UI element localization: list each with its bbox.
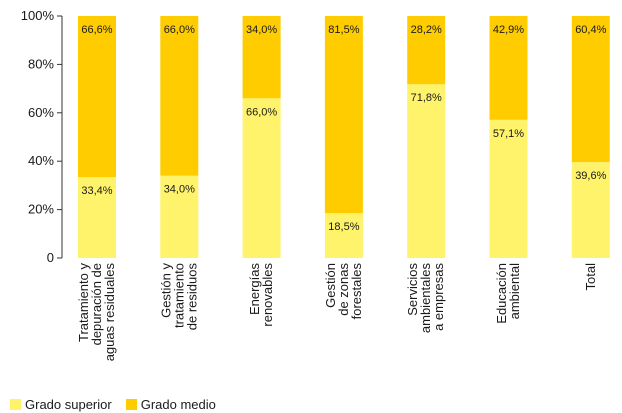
category-label-line: Total bbox=[583, 263, 598, 291]
data-label: 28,2% bbox=[411, 24, 442, 36]
data-label: 60,4% bbox=[575, 24, 606, 36]
legend-swatch-grado-medio bbox=[125, 398, 137, 410]
chart-category-labels: Tratamiento ydepuración deaguas residual… bbox=[76, 263, 598, 362]
category-label-line: de zonas bbox=[336, 263, 351, 316]
y-tick-label: 40% bbox=[28, 153, 54, 168]
y-tick-label: 80% bbox=[28, 56, 54, 71]
legend-label-grado-medio: Grado medio bbox=[140, 396, 216, 412]
category-label: Total bbox=[583, 263, 598, 291]
bar-segment bbox=[407, 84, 446, 258]
data-label: 33,4% bbox=[81, 185, 112, 197]
data-label: 34,0% bbox=[246, 24, 277, 36]
category-label-line: ambientales bbox=[418, 263, 433, 334]
legend: Grado superior Grado medio bbox=[10, 396, 230, 412]
category-label-line: de residuos bbox=[184, 263, 199, 331]
data-label: 57,1% bbox=[493, 128, 524, 140]
data-label: 66,0% bbox=[246, 106, 277, 118]
data-label: 34,0% bbox=[164, 184, 195, 196]
bar-segment bbox=[242, 98, 281, 258]
category-label-line: a empresas bbox=[431, 263, 446, 331]
legend-label-grado-superior: Grado superior bbox=[25, 396, 112, 412]
bar-segment bbox=[324, 16, 363, 214]
category-label-line: tratamiento bbox=[171, 263, 186, 328]
data-label: 81,5% bbox=[328, 24, 359, 36]
chart-axes: 0 20% 40% 60% 80% 100% bbox=[21, 8, 63, 265]
chart-bars bbox=[78, 16, 610, 259]
category-label: Tratamiento ydepuración deaguas residual… bbox=[76, 263, 117, 362]
category-label-line: Educación bbox=[494, 263, 509, 324]
category-label: Gestiónde zonasforestales bbox=[323, 263, 364, 320]
data-label: 42,9% bbox=[493, 24, 524, 36]
chart-data-labels: 33,4% 66,6% 34,0% 66,0% 66,0% 34,0% 18,5% 81,5%… bbox=[81, 24, 606, 233]
category-label-line: Tratamiento y bbox=[76, 263, 91, 342]
category-label-line: ambiental bbox=[507, 263, 522, 319]
category-label-line: aguas residuales bbox=[102, 263, 117, 362]
bar-segment bbox=[324, 213, 363, 258]
bar-segment bbox=[78, 177, 116, 258]
y-tick-label: 100% bbox=[21, 8, 55, 23]
category-label-line: depuración de bbox=[89, 263, 104, 345]
category-label-line: Energías bbox=[247, 263, 262, 316]
bar-segment bbox=[571, 162, 610, 258]
bar-segment bbox=[78, 16, 116, 178]
bar-segment bbox=[160, 16, 199, 176]
bar-segment bbox=[242, 16, 281, 99]
bar-segment bbox=[489, 119, 528, 259]
data-label: 18,5% bbox=[328, 221, 359, 233]
bar-segment bbox=[571, 16, 610, 163]
category-label-line: Servicios bbox=[405, 263, 420, 316]
y-tick-label: 20% bbox=[28, 202, 54, 217]
category-label: Gestión ytratamientode residuos bbox=[158, 263, 199, 331]
data-label: 71,8% bbox=[411, 92, 442, 104]
category-label-line: Gestión bbox=[323, 263, 338, 308]
legend-swatch-grado-superior bbox=[10, 398, 21, 410]
y-tick-label: 0 bbox=[47, 250, 54, 265]
legend-item-grado-superior: Grado superior bbox=[10, 397, 112, 412]
y-tick-label: 60% bbox=[28, 105, 54, 120]
category-label-line: forestales bbox=[349, 263, 364, 320]
bar-segment bbox=[160, 175, 199, 258]
category-label: Educaciónambiental bbox=[494, 263, 522, 324]
legend-item-grado-medio: Grado medio bbox=[125, 396, 216, 412]
bar-segment bbox=[489, 16, 528, 120]
category-label-line: Gestión y bbox=[158, 263, 173, 318]
data-label: 66,6% bbox=[81, 24, 112, 36]
data-label: 39,6% bbox=[575, 170, 606, 182]
category-label: Energíasrenovables bbox=[247, 263, 275, 327]
data-label: 66,0% bbox=[164, 24, 195, 36]
category-label: Serviciosambientalesa empresas bbox=[405, 263, 446, 334]
bar-segment bbox=[407, 16, 446, 85]
category-label-line: renovables bbox=[260, 263, 275, 327]
